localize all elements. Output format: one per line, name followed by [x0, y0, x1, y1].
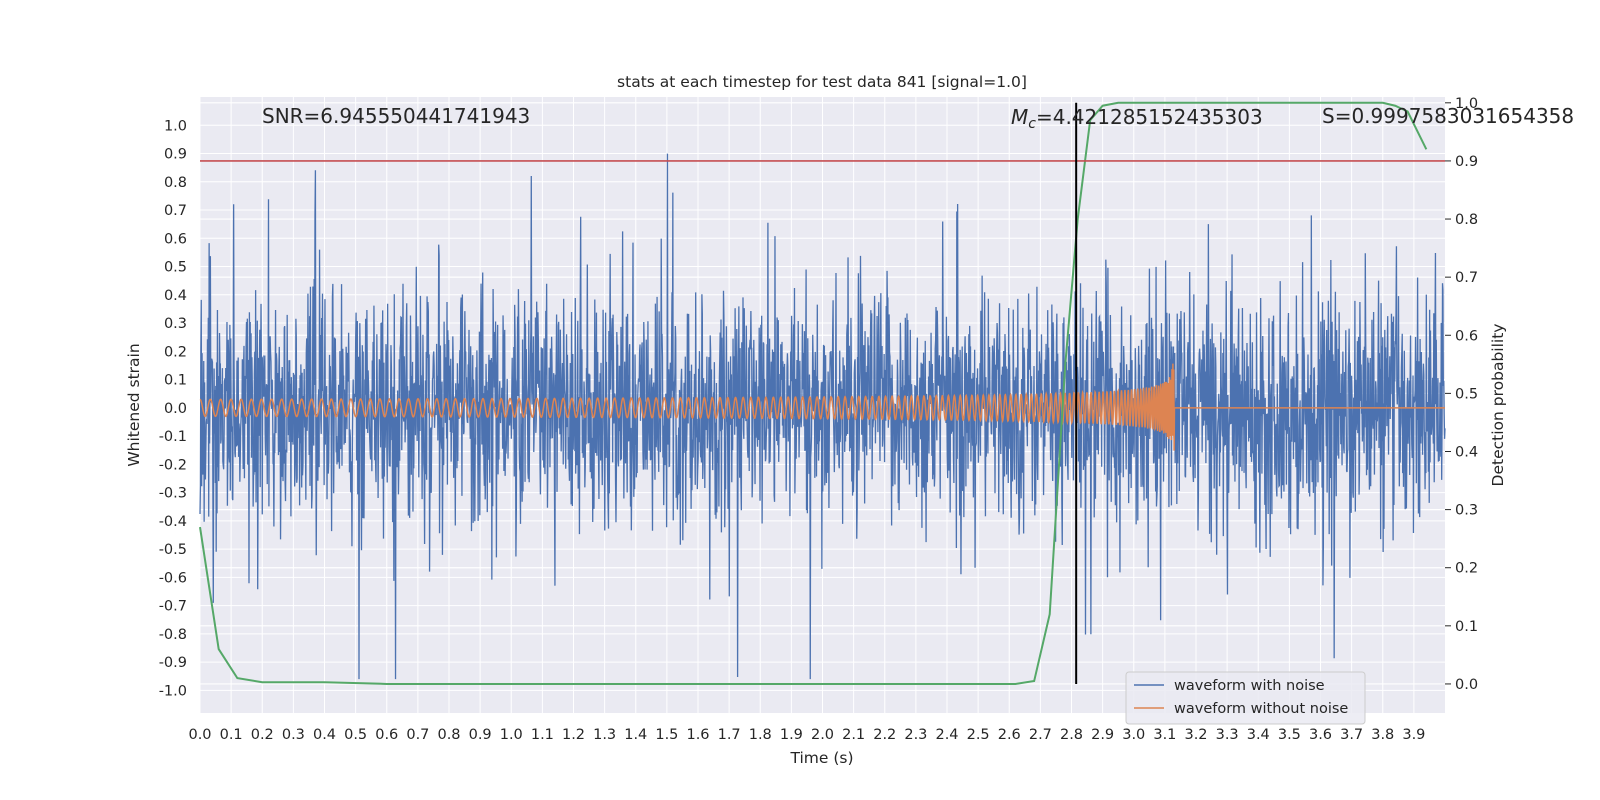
left-y-tick-label: 0.8	[164, 175, 187, 191]
left-y-tick-label: -0.6	[159, 570, 187, 586]
x-tick-label: 0.8	[437, 727, 460, 743]
x-tick-label: 2.4	[935, 727, 958, 743]
legend-label-noisy: waveform with noise	[1174, 678, 1325, 694]
left-y-tick-label: -0.1	[159, 429, 187, 445]
detection-probability-series	[199, 101, 1428, 685]
x-tick-label: 3.1	[1153, 727, 1176, 743]
x-tick-label: 3.4	[1247, 727, 1270, 743]
x-tick-label: 3.0	[1122, 727, 1145, 743]
chirp-mass-symbol: M	[1011, 105, 1028, 129]
x-tick-label: 1.1	[531, 727, 554, 743]
x-tick-label: 1.5	[655, 727, 678, 743]
left-y-tick-label: 0.2	[164, 344, 187, 360]
x-tick-label: 2.2	[873, 727, 896, 743]
right-y-axis-ticks: 1.0 0.9 0.8 0.7 0.6 0.5 0.4 0.3 0.2 0.1 0.0	[1445, 96, 1478, 693]
x-tick-label: 0.7	[406, 727, 429, 743]
right-y-tick-label: 0.2	[1455, 561, 1478, 577]
left-y-tick-label: -0.5	[159, 542, 187, 558]
right-y-axis-label: Detection probability	[1489, 324, 1507, 487]
x-tick-label: 1.7	[718, 727, 741, 743]
clean-waveform-series	[199, 363, 1445, 451]
right-y-tick-label: 0.6	[1455, 328, 1478, 344]
left-y-tick-label: 0.4	[164, 288, 187, 304]
legend-box	[1125, 671, 1366, 725]
x-tick-label: 3.5	[1278, 727, 1301, 743]
snr-annotation: SNR=6.945550441741943	[262, 104, 530, 128]
x-tick-label: 1.9	[780, 727, 803, 743]
legend: waveform with noise waveform without noi…	[1125, 671, 1366, 725]
x-tick-label: 2.0	[811, 727, 834, 743]
legend-label-clean: waveform without noise	[1174, 701, 1348, 717]
x-tick-label: 1.8	[749, 727, 772, 743]
x-tick-label: 1.6	[686, 727, 709, 743]
left-y-tick-label: 0.7	[164, 203, 187, 219]
detection-probability-line	[199, 101, 1428, 685]
right-y-tick-label: 1.0	[1455, 96, 1478, 112]
x-tick-label: 0.5	[344, 727, 367, 743]
x-tick-label: 0.4	[313, 727, 336, 743]
x-axis-ticks: 0.0 0.1 0.2 0.3 0.4 0.5 0.6 0.7 0.8 0.9 1.0 1.1 1.2 1…	[188, 727, 1425, 743]
x-tick-label: 2.5	[967, 727, 990, 743]
left-y-tick-label: -1.0	[159, 683, 187, 699]
left-y-tick-label: -0.8	[159, 627, 187, 643]
right-y-tick-label: 0.7	[1455, 270, 1478, 286]
score-annotation: S=0.9997583031654358	[1322, 104, 1574, 128]
x-tick-label: 2.7	[1029, 727, 1052, 743]
clean-waveform-line	[199, 363, 1445, 451]
x-tick-label: 0.1	[220, 727, 243, 743]
x-tick-label: 0.6	[375, 727, 398, 743]
chart-title: stats at each timestep for test data 841…	[617, 73, 1027, 91]
right-y-tick-label: 0.4	[1455, 444, 1478, 460]
left-y-tick-label: 0.5	[164, 260, 187, 276]
x-tick-label: 1.0	[500, 727, 523, 743]
x-tick-label: 0.3	[282, 727, 305, 743]
x-tick-label: 3.7	[1340, 727, 1363, 743]
left-y-tick-label: -0.7	[159, 599, 187, 615]
right-y-tick-label: 0.1	[1455, 619, 1478, 635]
x-tick-label: 2.6	[998, 727, 1021, 743]
x-tick-label: 1.4	[624, 727, 647, 743]
x-tick-label: 2.3	[904, 727, 927, 743]
x-tick-label: 0.9	[469, 727, 492, 743]
noisy-waveform-series	[199, 153, 1446, 680]
right-y-tick-label: 0.0	[1455, 677, 1478, 693]
noisy-waveform-line	[199, 153, 1446, 680]
x-tick-label: 3.8	[1371, 727, 1394, 743]
x-tick-label: 1.3	[593, 727, 616, 743]
left-y-tick-label: 0.9	[164, 147, 187, 163]
right-y-tick-label: 0.8	[1455, 212, 1478, 228]
left-y-tick-label: 0.6	[164, 231, 187, 247]
right-y-tick-label: 0.5	[1455, 386, 1478, 402]
x-tick-label: 3.6	[1309, 727, 1332, 743]
x-tick-label: 2.1	[842, 727, 865, 743]
left-y-tick-label: -0.4	[159, 514, 187, 530]
left-y-tick-label: 0.3	[164, 316, 187, 332]
left-y-tick-label: -0.2	[159, 457, 187, 473]
chirp-mass-value: =4.421285152435303	[1036, 105, 1263, 129]
left-y-axis-ticks: 1.0 0.9 0.8 0.7 0.6 0.5 0.4 0.3 0.2 0.1 0.0 -0.1 -0.…	[159, 118, 187, 699]
left-y-tick-label: -0.3	[159, 486, 187, 502]
left-y-tick-label: 0.0	[164, 401, 187, 417]
x-tick-label: 0.0	[188, 727, 211, 743]
left-y-tick-label: -0.9	[159, 655, 187, 671]
x-tick-label: 1.2	[562, 727, 585, 743]
chirp-mass-subscript: c	[1028, 116, 1036, 132]
left-y-tick-label: 0.1	[164, 373, 187, 389]
left-y-axis-label: Whitened strain	[125, 343, 143, 466]
right-y-tick-label: 0.3	[1455, 503, 1478, 519]
x-tick-label: 3.2	[1184, 727, 1207, 743]
x-tick-label: 2.9	[1091, 727, 1114, 743]
x-tick-label: 0.2	[251, 727, 274, 743]
x-tick-label: 3.9	[1402, 727, 1425, 743]
x-tick-label: 3.3	[1216, 727, 1239, 743]
x-tick-label: 2.8	[1060, 727, 1083, 743]
chirp-mass-annotation: Mc=4.421285152435303	[1011, 105, 1263, 132]
right-y-tick-label: 0.9	[1455, 154, 1478, 170]
left-y-tick-label: 1.0	[164, 118, 187, 134]
x-axis-label: Time (s)	[789, 749, 853, 767]
